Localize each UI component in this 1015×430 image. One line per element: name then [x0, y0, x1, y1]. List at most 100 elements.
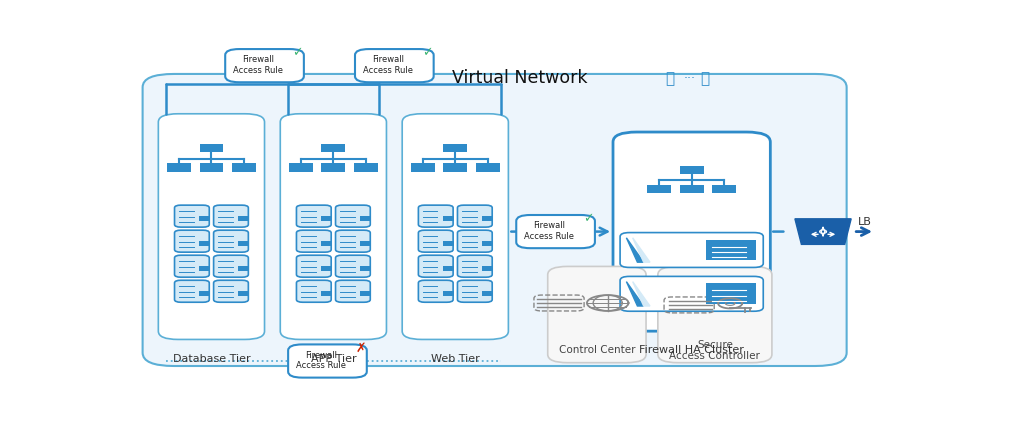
Text: Web Tier: Web Tier: [431, 353, 480, 363]
Text: Secure
Access Controller: Secure Access Controller: [670, 339, 760, 360]
FancyBboxPatch shape: [620, 233, 763, 268]
FancyBboxPatch shape: [458, 255, 492, 277]
FancyBboxPatch shape: [288, 344, 366, 378]
FancyBboxPatch shape: [336, 206, 370, 227]
FancyBboxPatch shape: [613, 133, 770, 332]
Bar: [321, 216, 332, 221]
FancyBboxPatch shape: [402, 114, 509, 340]
Text: Firewall HA Cluster: Firewall HA Cluster: [639, 344, 744, 355]
Text: ···: ···: [683, 72, 695, 85]
Bar: [360, 266, 371, 271]
Text: Firewall
Access Rule: Firewall Access Rule: [363, 55, 413, 74]
Bar: [680, 166, 703, 175]
Bar: [199, 216, 210, 221]
FancyBboxPatch shape: [158, 114, 265, 340]
FancyBboxPatch shape: [175, 206, 209, 227]
FancyBboxPatch shape: [418, 281, 453, 303]
FancyBboxPatch shape: [175, 281, 209, 303]
FancyBboxPatch shape: [336, 230, 370, 252]
Bar: [232, 164, 256, 172]
Text: ✓: ✓: [584, 212, 594, 224]
Bar: [444, 145, 467, 153]
FancyBboxPatch shape: [213, 206, 249, 227]
Bar: [238, 291, 250, 296]
Bar: [648, 185, 671, 194]
FancyBboxPatch shape: [355, 50, 433, 83]
Text: LB: LB: [858, 216, 872, 226]
Polygon shape: [632, 282, 650, 306]
Bar: [443, 241, 454, 246]
Bar: [167, 164, 191, 172]
Bar: [321, 241, 332, 246]
Bar: [238, 241, 250, 246]
Text: Firewall
Access Rule: Firewall Access Rule: [296, 350, 346, 369]
Text: 〉: 〉: [700, 71, 709, 86]
Bar: [411, 164, 434, 172]
Bar: [482, 241, 493, 246]
Bar: [322, 145, 345, 153]
FancyBboxPatch shape: [225, 50, 303, 83]
Bar: [354, 164, 378, 172]
Text: Virtual Network: Virtual Network: [453, 69, 588, 87]
FancyBboxPatch shape: [458, 206, 492, 227]
FancyBboxPatch shape: [213, 281, 249, 303]
Bar: [360, 241, 371, 246]
Bar: [321, 291, 332, 296]
Bar: [360, 291, 371, 296]
Text: Firewall
Access Rule: Firewall Access Rule: [525, 221, 574, 240]
Polygon shape: [626, 282, 644, 306]
Text: ✓: ✓: [422, 46, 432, 59]
FancyBboxPatch shape: [280, 114, 387, 340]
Bar: [199, 266, 210, 271]
Bar: [444, 164, 467, 172]
Bar: [360, 216, 371, 221]
FancyBboxPatch shape: [620, 277, 763, 311]
FancyBboxPatch shape: [142, 75, 847, 366]
Bar: [238, 216, 250, 221]
Bar: [706, 240, 756, 261]
FancyBboxPatch shape: [296, 255, 331, 277]
Bar: [199, 241, 210, 246]
Text: ✓: ✓: [292, 46, 302, 59]
FancyBboxPatch shape: [458, 281, 492, 303]
FancyBboxPatch shape: [336, 281, 370, 303]
Bar: [199, 291, 210, 296]
Bar: [713, 185, 736, 194]
FancyBboxPatch shape: [458, 230, 492, 252]
Bar: [706, 284, 756, 304]
Bar: [443, 266, 454, 271]
FancyBboxPatch shape: [296, 281, 331, 303]
Bar: [289, 164, 313, 172]
FancyBboxPatch shape: [296, 230, 331, 252]
Bar: [476, 164, 499, 172]
Bar: [238, 266, 250, 271]
Bar: [680, 185, 703, 194]
Bar: [322, 164, 345, 172]
Polygon shape: [626, 238, 644, 263]
Bar: [482, 216, 493, 221]
Text: Database Tier: Database Tier: [173, 353, 251, 363]
Bar: [200, 145, 223, 153]
FancyBboxPatch shape: [418, 230, 453, 252]
FancyBboxPatch shape: [213, 230, 249, 252]
FancyBboxPatch shape: [175, 255, 209, 277]
FancyBboxPatch shape: [418, 255, 453, 277]
Text: Firewall
Access Rule: Firewall Access Rule: [233, 55, 283, 74]
FancyBboxPatch shape: [418, 206, 453, 227]
FancyBboxPatch shape: [296, 206, 331, 227]
FancyBboxPatch shape: [548, 267, 646, 363]
Bar: [482, 266, 493, 271]
Bar: [443, 291, 454, 296]
FancyBboxPatch shape: [517, 215, 595, 249]
Bar: [200, 164, 223, 172]
Bar: [443, 216, 454, 221]
Text: APP Tier: APP Tier: [311, 353, 356, 363]
Bar: [482, 291, 493, 296]
Polygon shape: [795, 219, 852, 245]
Polygon shape: [632, 238, 650, 263]
FancyBboxPatch shape: [336, 255, 370, 277]
FancyBboxPatch shape: [658, 267, 771, 363]
Text: 〈: 〈: [665, 71, 674, 86]
Bar: [321, 266, 332, 271]
FancyBboxPatch shape: [213, 255, 249, 277]
